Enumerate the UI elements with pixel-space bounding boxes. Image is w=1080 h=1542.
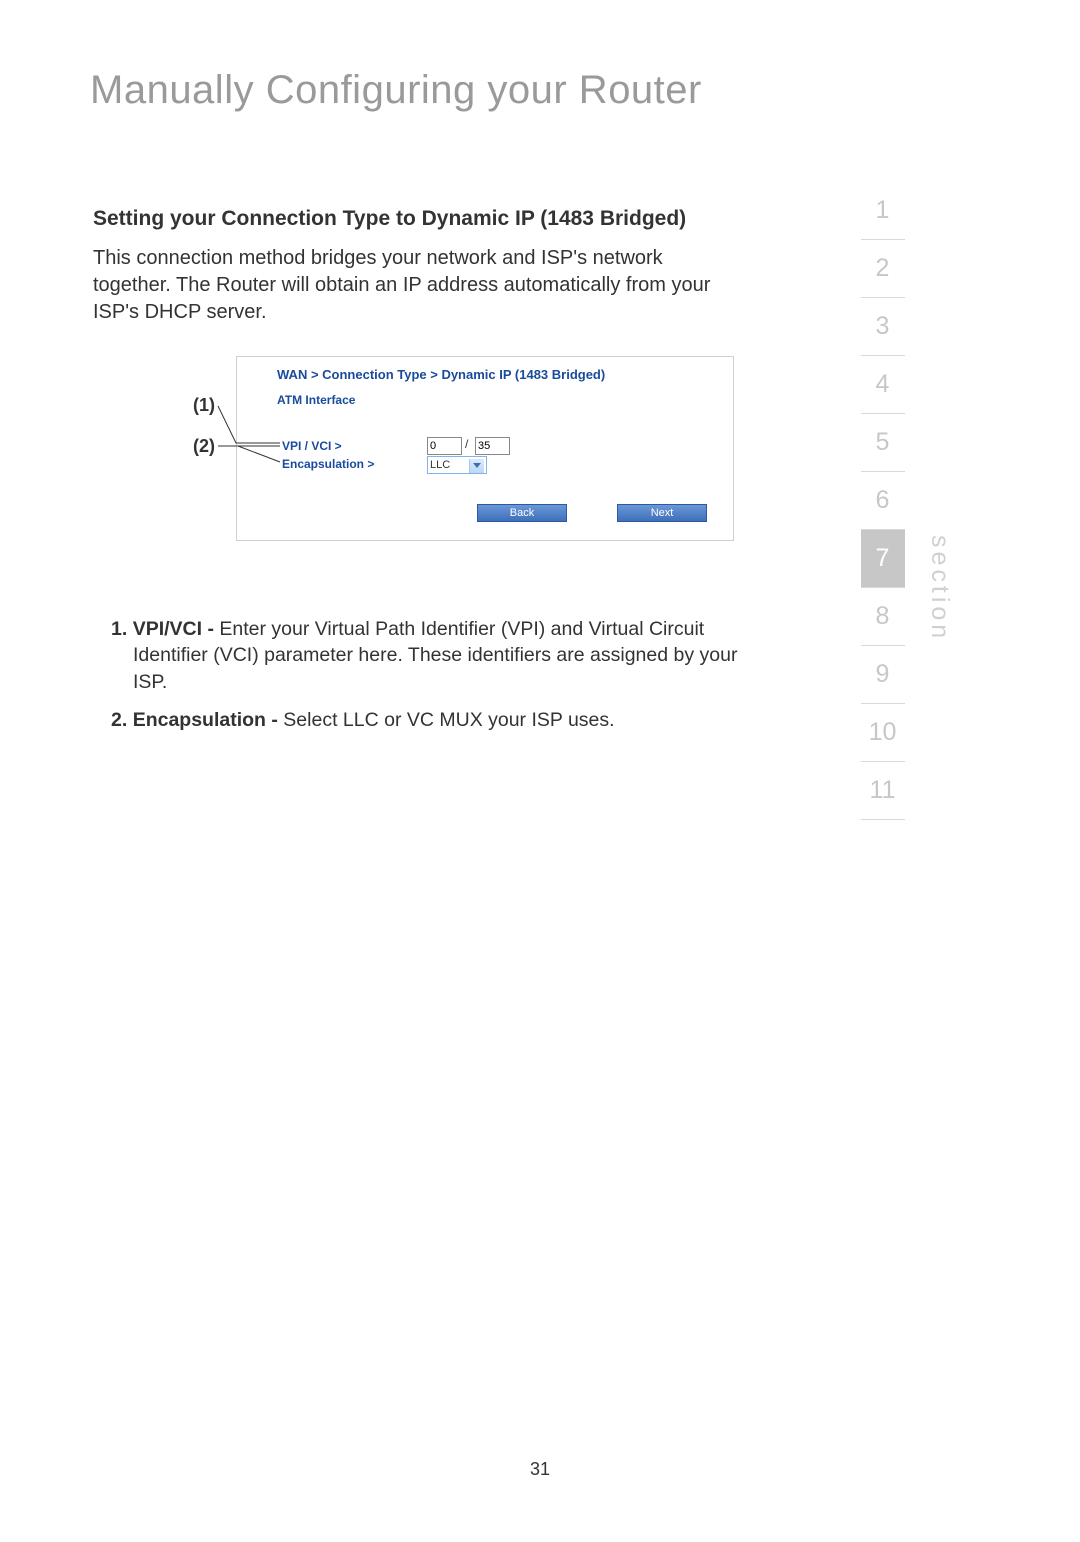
chevron-down-icon	[473, 463, 481, 468]
desc-2-text: Select LLC or VC MUX your ISP uses.	[283, 709, 614, 731]
section-nav-10[interactable]: 10	[861, 704, 905, 762]
section-nav-11[interactable]: 11	[861, 762, 905, 820]
section-nav-1[interactable]: 1	[861, 182, 905, 240]
description-item-1: 1. VPI/VCI - Enter your Virtual Path Ide…	[93, 616, 753, 695]
page-title: Manually Configuring your Router	[90, 68, 702, 113]
section-nav-2[interactable]: 2	[861, 240, 905, 298]
back-button[interactable]: Back	[477, 504, 567, 522]
section-nav-9[interactable]: 9	[861, 646, 905, 704]
page-number: 31	[530, 1459, 550, 1480]
router-ui-panel: WAN > Connection Type > Dynamic IP (1483…	[236, 356, 734, 541]
intro-paragraph: This connection method bridges your netw…	[93, 245, 743, 326]
breadcrumb: WAN > Connection Type > Dynamic IP (1483…	[277, 367, 605, 382]
description-list: 1. VPI/VCI - Enter your Virtual Path Ide…	[93, 616, 753, 745]
callout-1: (1)	[193, 395, 215, 416]
section-nav-8[interactable]: 8	[861, 588, 905, 646]
desc-1-term: VPI/VCI -	[133, 618, 220, 640]
section-heading: Setting your Connection Type to Dynamic …	[93, 207, 686, 231]
desc-2-term: Encapsulation -	[133, 709, 284, 731]
leader-line-2	[218, 436, 288, 466]
description-item-2: 2. Encapsulation - Select LLC or VC MUX …	[93, 707, 753, 733]
callout-2: (2)	[193, 436, 215, 457]
encapsulation-value: LLC	[430, 459, 450, 471]
section-nav-5[interactable]: 5	[861, 414, 905, 472]
desc-1-number: 1.	[111, 618, 127, 640]
section-nav: 1 2 3 4 5 6 7 8 9 10 11	[855, 182, 910, 820]
next-button[interactable]: Next	[617, 504, 707, 522]
encapsulation-label: Encapsulation >	[282, 457, 374, 471]
section-nav-3[interactable]: 3	[861, 298, 905, 356]
section-nav-6[interactable]: 6	[861, 472, 905, 530]
encapsulation-select[interactable]: LLC	[427, 456, 487, 474]
section-nav-7[interactable]: 7	[861, 530, 905, 588]
vci-input[interactable]	[475, 437, 510, 455]
desc-1-text: Enter your Virtual Path Identifier (VPI)…	[133, 618, 737, 693]
vpi-vci-label: VPI / VCI >	[282, 439, 342, 453]
desc-2-number: 2.	[111, 709, 127, 731]
section-nav-4[interactable]: 4	[861, 356, 905, 414]
vpi-vci-separator: /	[465, 437, 468, 451]
atm-interface-label: ATM Interface	[277, 393, 355, 407]
vpi-input[interactable]	[427, 437, 462, 455]
section-label: section	[925, 535, 954, 642]
